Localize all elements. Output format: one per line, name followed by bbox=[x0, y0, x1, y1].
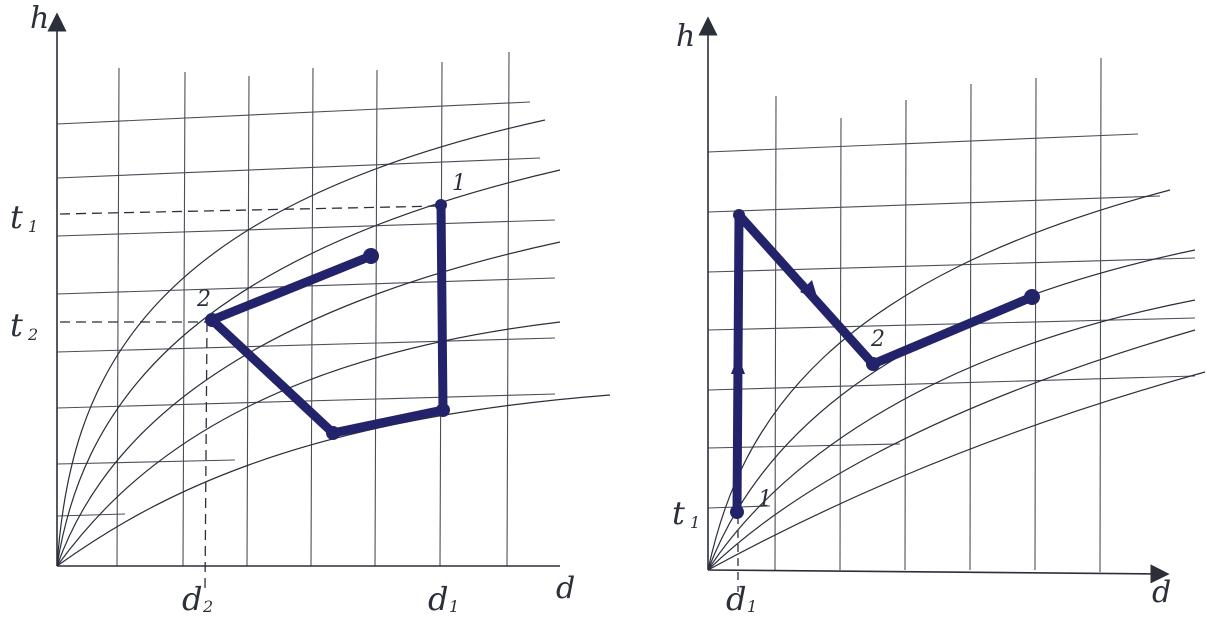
left-point-1-label: 1 bbox=[452, 171, 466, 196]
svg-text:1: 1 bbox=[690, 513, 700, 532]
left-process-path bbox=[207, 200, 448, 438]
left-d1-label: d 1 bbox=[428, 580, 459, 617]
right-h-axis-label: h bbox=[676, 19, 695, 54]
left-t1-label: t 1 bbox=[10, 198, 38, 236]
svg-text:2: 2 bbox=[27, 325, 38, 344]
right-process-points bbox=[730, 209, 1040, 519]
right-d1-label: d 1 bbox=[726, 580, 757, 617]
right-d-axis bbox=[707, 564, 1170, 584]
svg-text:d: d bbox=[428, 580, 448, 617]
right-horizontal-grid bbox=[707, 133, 1196, 509]
svg-text:d: d bbox=[182, 580, 202, 617]
left-h-axis-label: h bbox=[30, 1, 49, 36]
left-process-points bbox=[205, 199, 450, 440]
right-point-1-label: 1 bbox=[758, 487, 772, 512]
left-point-2-label: 2 bbox=[196, 287, 211, 312]
left-d-axis-label: d bbox=[556, 571, 575, 606]
right-axes bbox=[698, 16, 1170, 584]
right-diagram: h d t 1 d 1 1 2 bbox=[672, 16, 1206, 617]
right-t1-label: t 1 bbox=[672, 494, 700, 532]
left-humidity-curves bbox=[56, 119, 611, 567]
svg-text:t: t bbox=[10, 198, 23, 236]
svg-text:2: 2 bbox=[202, 597, 213, 616]
right-process-arrows bbox=[731, 280, 818, 374]
svg-text:1: 1 bbox=[449, 597, 459, 616]
svg-text:d: d bbox=[726, 580, 746, 617]
left-d2-label: d 2 bbox=[182, 580, 213, 617]
svg-text:1: 1 bbox=[28, 217, 38, 236]
left-vertical-grid bbox=[116, 51, 510, 567]
right-point-2-label: 2 bbox=[870, 327, 885, 352]
left-axes bbox=[47, 12, 560, 567]
left-diagram: h d t 1 t 2 d 2 d 1 1 2 bbox=[10, 1, 611, 617]
right-process-path bbox=[732, 210, 1037, 517]
svg-text:1: 1 bbox=[747, 597, 757, 616]
left-t2-label: t 2 bbox=[10, 306, 38, 344]
right-humidity-curves bbox=[707, 189, 1206, 571]
right-d-axis-label: d bbox=[1152, 575, 1171, 610]
svg-text:t: t bbox=[672, 494, 685, 532]
left-dashed-guides bbox=[59, 205, 441, 591]
left-horizontal-grid bbox=[56, 101, 556, 517]
svg-text:t: t bbox=[10, 306, 23, 344]
